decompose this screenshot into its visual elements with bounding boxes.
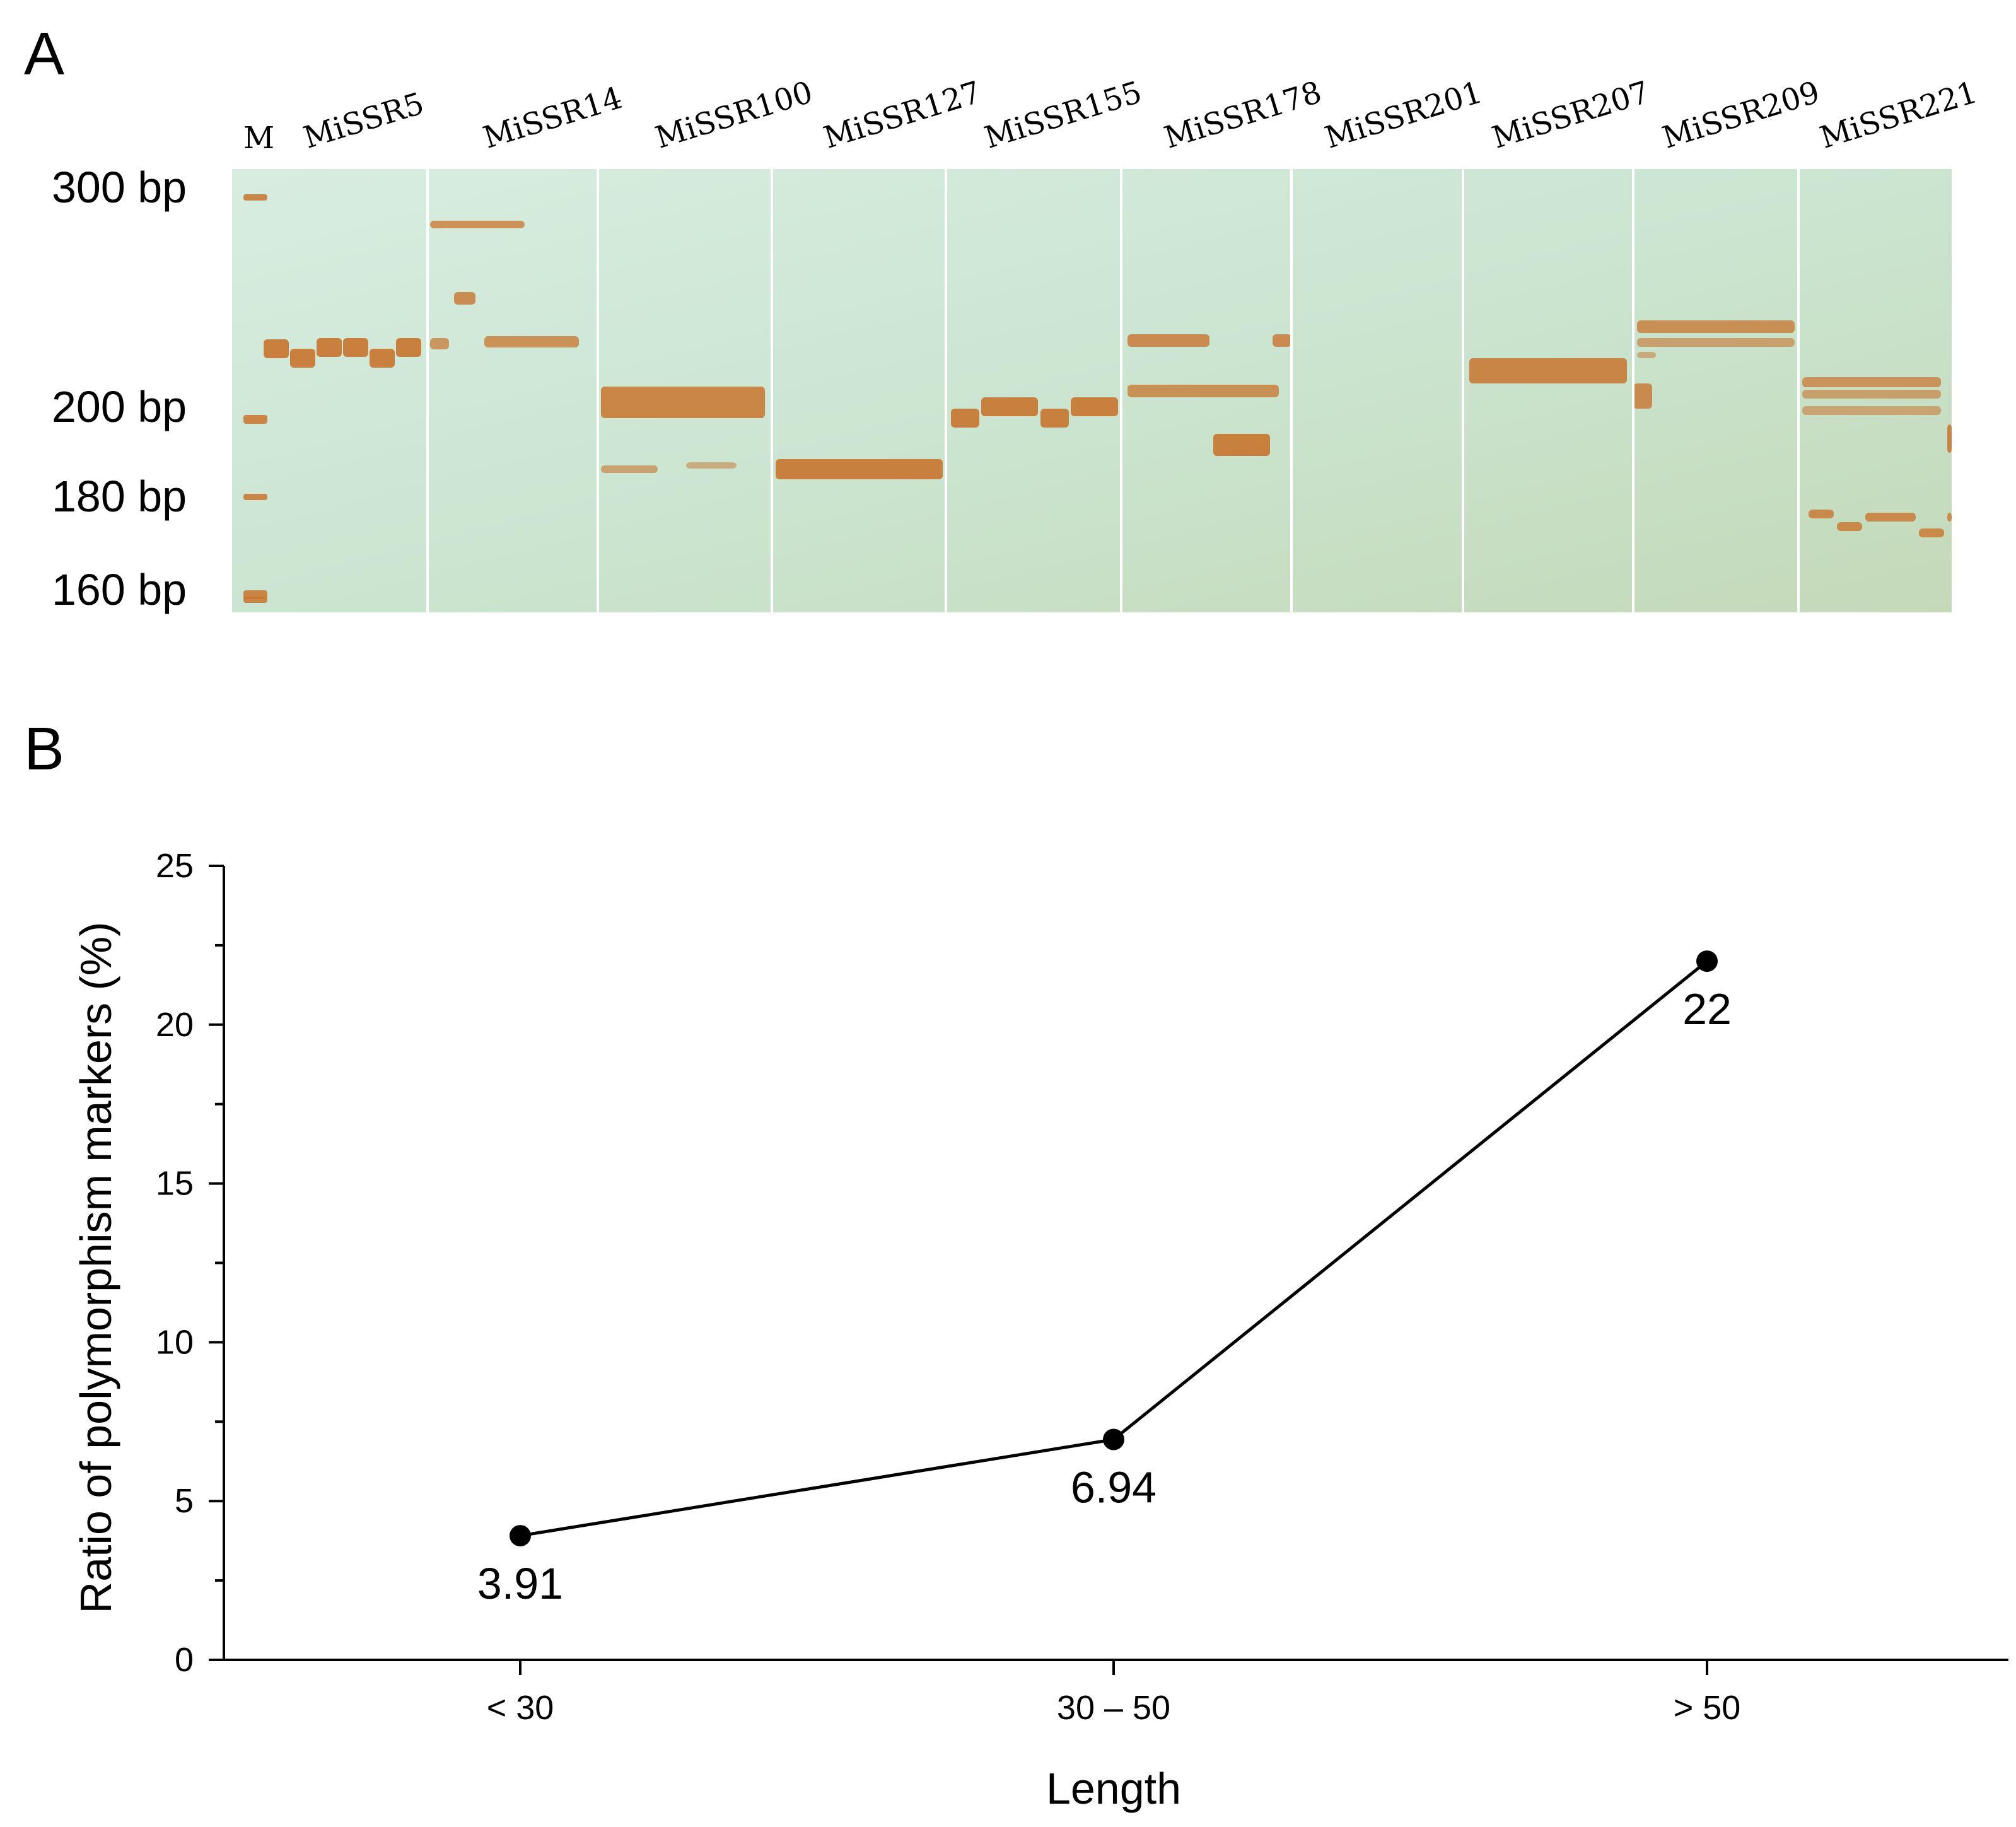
gel-band	[1040, 409, 1069, 428]
data-label: 3.91	[477, 1559, 563, 1608]
data-point	[510, 1525, 531, 1547]
gel-band	[1127, 385, 1279, 397]
marker-label-missr221: MiSSR221	[1815, 74, 1982, 156]
line-chart: 0 5 10 15 20 25 < 30 30 – 50 > 50 3.91 6.94 22 Ra…	[71, 847, 2008, 1813]
size-label-200: 200 bp	[52, 382, 187, 431]
gel-band	[430, 338, 449, 349]
gel-band	[1947, 513, 1952, 522]
gel-band	[343, 338, 368, 357]
y-tick-label: 10	[156, 1323, 194, 1361]
gel-band	[264, 339, 289, 358]
data-point	[1696, 950, 1718, 972]
marker-label-missr14: MiSSR14	[479, 80, 626, 156]
gel-band	[1947, 424, 1952, 453]
gel-band	[484, 336, 579, 347]
marker-label-missr127: MiSSR127	[819, 74, 986, 156]
size-label-300: 300 bp	[52, 163, 187, 212]
gel-band	[1802, 377, 1941, 387]
gel-background	[232, 169, 1952, 612]
marker-label-missr100: MiSSR100	[651, 74, 817, 156]
gel-band	[290, 349, 315, 368]
gel-band	[370, 349, 395, 368]
x-tick-label: > 50	[1674, 1689, 1741, 1727]
gel-band	[1071, 397, 1118, 416]
gel-band	[601, 465, 658, 473]
y-axis-label: Ratio of polymorphism markers (%)	[71, 922, 120, 1614]
gel-band	[454, 292, 475, 305]
marker-label-missr201: MiSSR201	[1320, 74, 1487, 156]
gel-band	[1637, 352, 1656, 358]
gel-image	[232, 169, 1952, 612]
y-tick-label: 15	[156, 1165, 194, 1203]
gel-band	[1865, 513, 1916, 522]
gel-band	[1213, 434, 1270, 456]
gel-band	[776, 459, 943, 479]
x-tick-label: < 30	[487, 1689, 554, 1727]
data-label: 6.94	[1071, 1463, 1157, 1512]
gel-band	[1127, 334, 1209, 347]
gel-band	[1637, 338, 1795, 347]
ladder-band	[243, 494, 267, 500]
gel-band	[1273, 334, 1291, 347]
gel-band	[430, 221, 525, 228]
ladder-band	[243, 194, 267, 201]
data-points	[510, 950, 1718, 1547]
marker-label-missr178: MiSSR178	[1160, 74, 1326, 156]
gel-band	[1633, 383, 1652, 409]
x-tick-label: 30 – 50	[1057, 1689, 1170, 1727]
gel-band	[317, 338, 342, 357]
y-ticks: 0 5 10 15 20 25	[156, 847, 224, 1679]
data-label: 22	[1682, 984, 1732, 1034]
size-label-160: 160 bp	[52, 565, 187, 614]
gel-band	[1469, 358, 1627, 383]
gel-band	[1809, 510, 1834, 518]
y-tick-label: 0	[175, 1641, 194, 1679]
ladder-label: M	[243, 120, 275, 156]
gel-band	[1637, 320, 1795, 333]
gel-band	[396, 338, 421, 357]
gel-band	[686, 462, 737, 469]
gel-band	[951, 409, 979, 428]
marker-label-missr155: MiSSR155	[980, 74, 1146, 156]
data-labels: 3.91 6.94 22	[477, 984, 1732, 1608]
x-axis-label: Length	[1046, 1764, 1181, 1813]
gel-band	[981, 397, 1038, 416]
gel-band	[1802, 390, 1941, 399]
marker-label-missr209: MiSSR209	[1658, 74, 1824, 156]
gel-band	[1837, 522, 1862, 531]
panel-b-letter: B	[24, 715, 65, 783]
y-tick-label: 25	[156, 847, 194, 885]
data-point	[1103, 1428, 1124, 1451]
ladder-band	[243, 415, 267, 424]
gel-band	[1919, 528, 1944, 537]
y-tick-label: 5	[175, 1482, 194, 1520]
gel-band	[1802, 406, 1941, 415]
ladder-band	[243, 597, 267, 603]
gel-bands	[243, 194, 1952, 603]
chart-axes	[223, 866, 2008, 1661]
gel-dividers	[426, 169, 1800, 612]
y-tick-label: 20	[156, 1006, 194, 1044]
gel-band	[601, 387, 765, 418]
marker-label-missr207: MiSSR207	[1488, 74, 1654, 156]
panel-a-letter: A	[24, 20, 65, 88]
size-label-180: 180 bp	[52, 472, 187, 521]
x-ticks: < 30 30 – 50 > 50	[487, 1660, 1741, 1727]
marker-label-missr5: MiSSR5	[299, 85, 428, 156]
